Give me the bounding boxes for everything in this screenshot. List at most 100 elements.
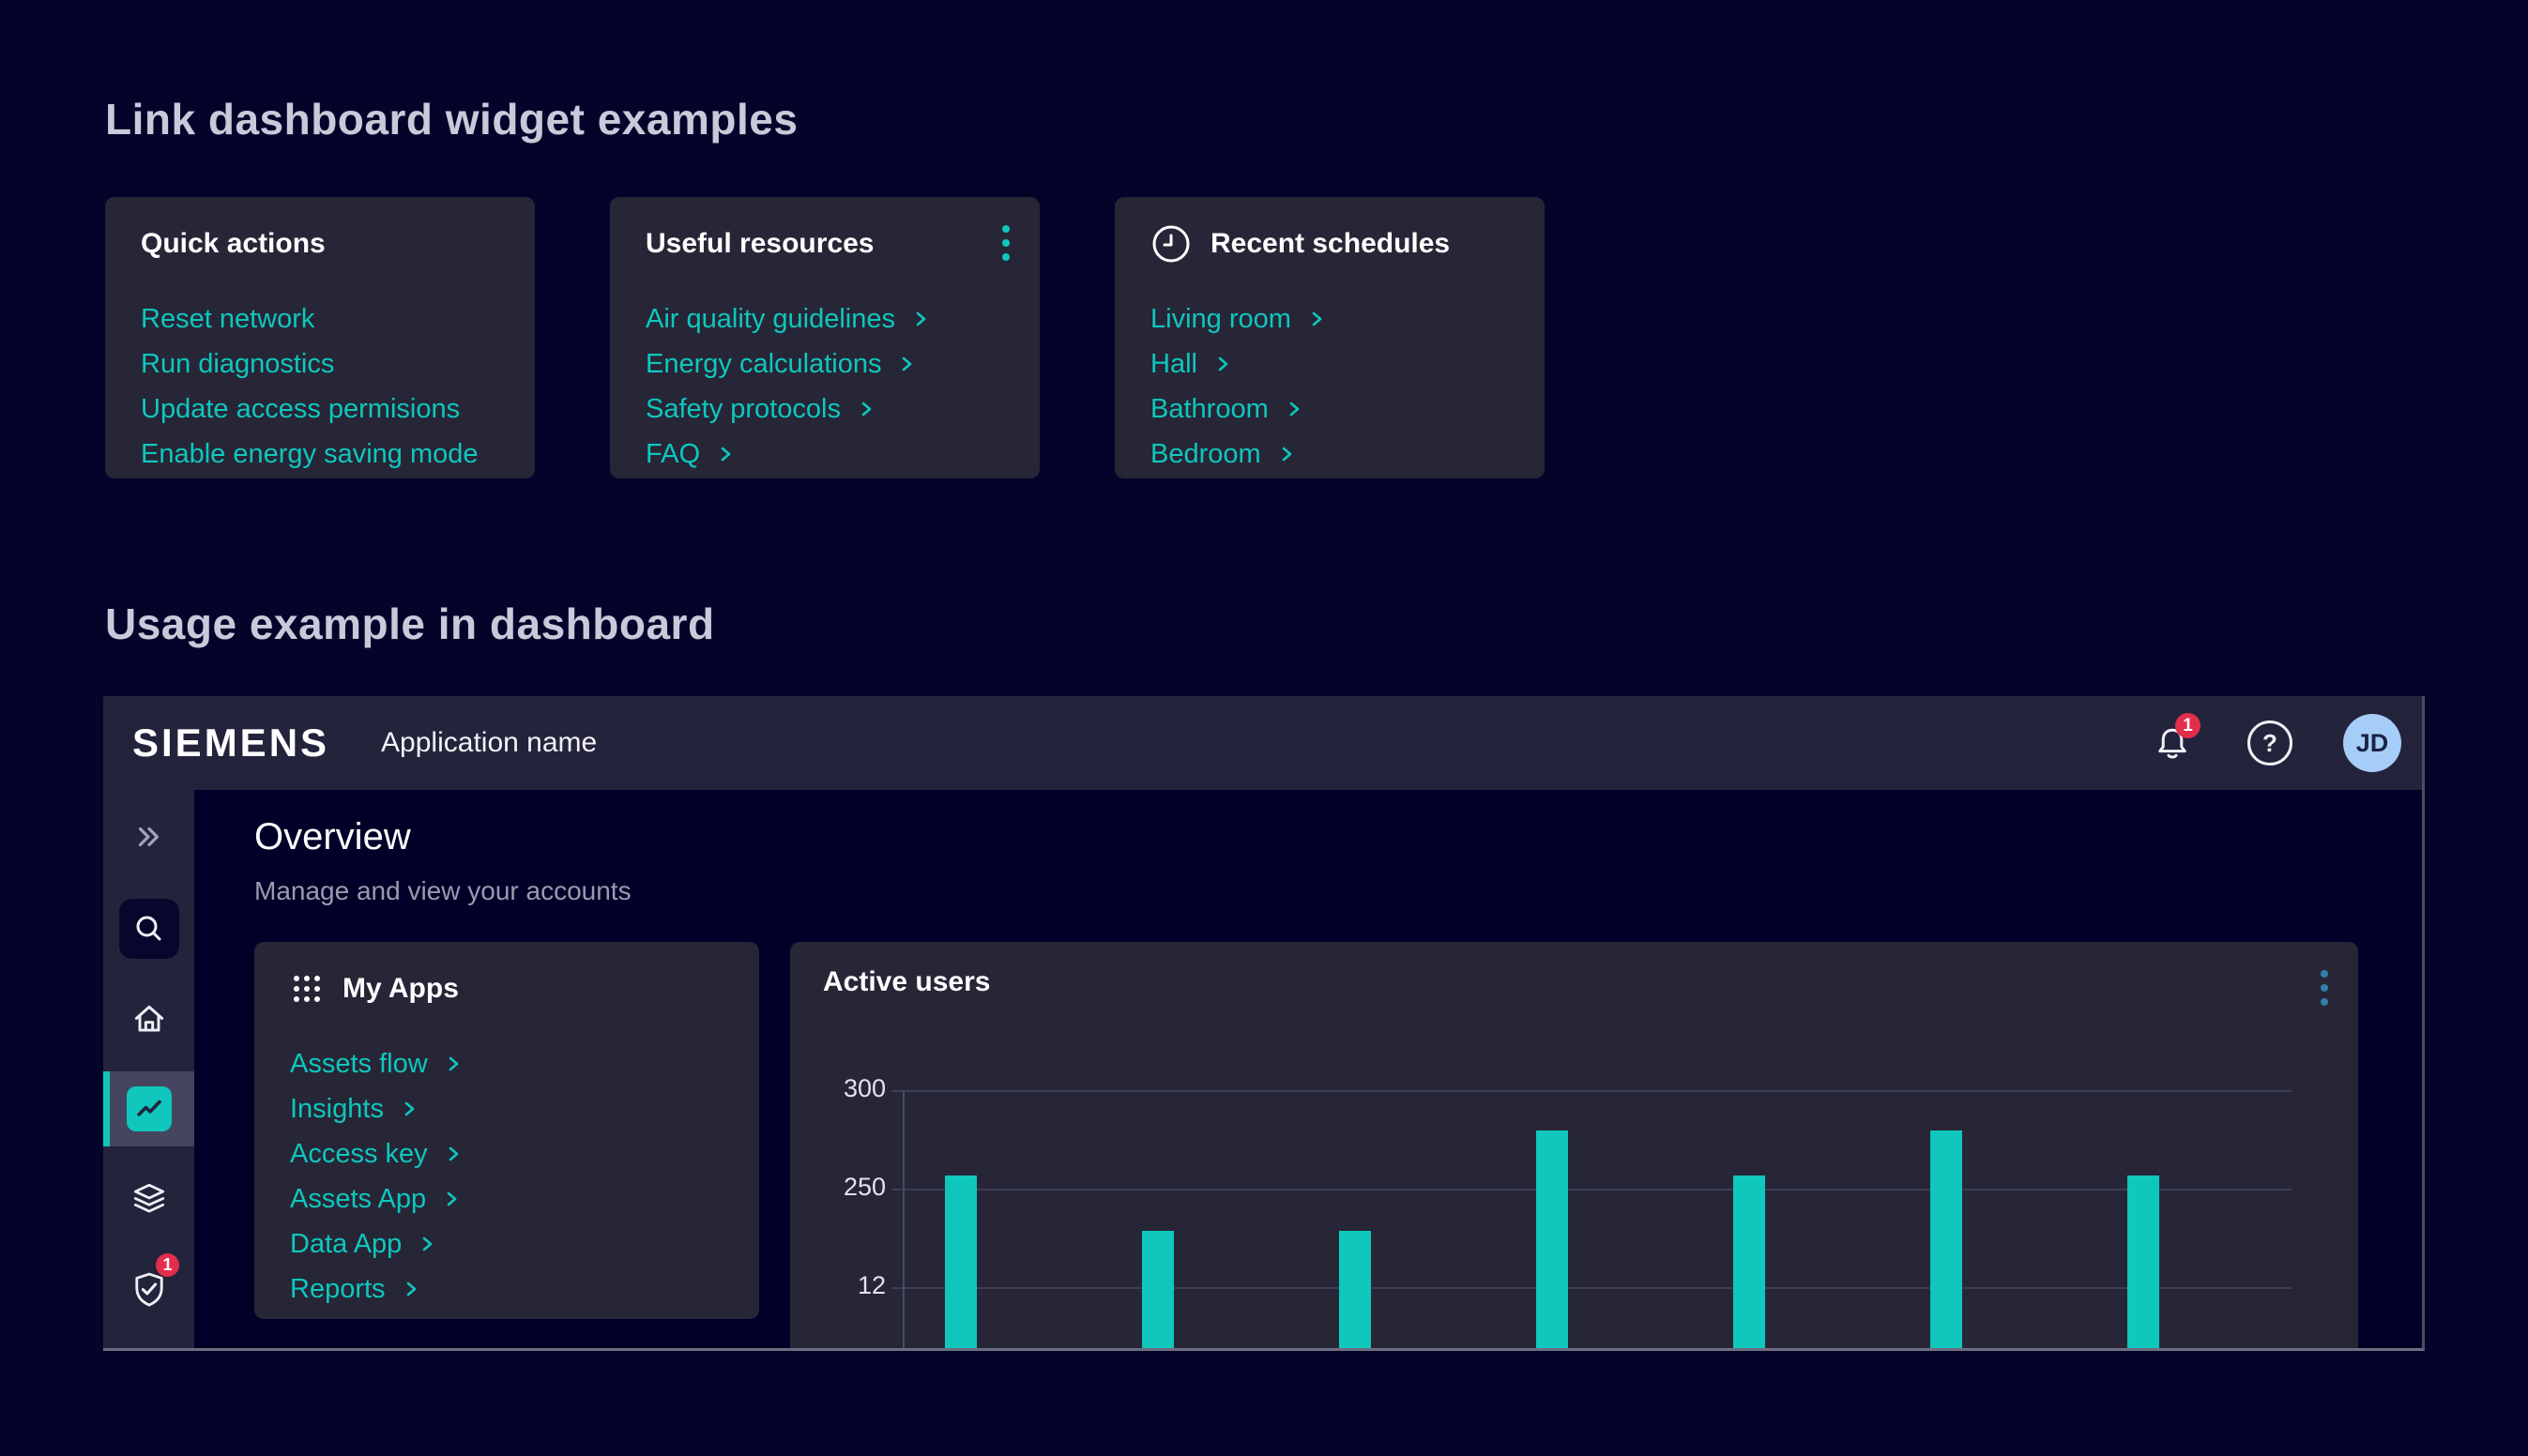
link-item[interactable]: Enable energy saving mode — [141, 432, 499, 477]
link-item[interactable]: Access key — [290, 1131, 723, 1176]
link-label[interactable]: Run diagnostics — [141, 348, 335, 379]
help-icon: ? — [2247, 720, 2292, 766]
link-item[interactable]: Data App — [290, 1221, 723, 1266]
link-label[interactable]: Safety protocols — [646, 393, 841, 424]
active-users-chart: 300 250 12 — [790, 942, 2358, 1348]
useful-resources-card: Useful resources Air quality guidelines … — [610, 197, 1040, 478]
sidebar-collapse-button[interactable] — [103, 790, 194, 884]
home-icon — [134, 1005, 163, 1032]
quick-actions-card: Quick actions Reset network Run diagnost… — [105, 197, 535, 478]
help-button[interactable]: ? — [2246, 719, 2294, 767]
chevron-right-icon — [1282, 447, 1291, 462]
link-item[interactable]: Bedroom — [1150, 432, 1509, 477]
sidebar-item-analytics-active[interactable] — [103, 1071, 194, 1146]
link-label[interactable]: Assets App — [290, 1183, 427, 1214]
link-label[interactable]: FAQ — [646, 438, 701, 469]
my-apps-title: My Apps — [343, 973, 459, 1004]
chevron-right-icon — [449, 1146, 458, 1161]
link-item[interactable]: Bathroom — [1150, 387, 1509, 432]
link-item[interactable]: Reports — [290, 1266, 723, 1312]
dashboard-content: Overview Manage and view your accounts M… — [194, 790, 2422, 1348]
application-name: Application name — [381, 727, 598, 758]
link-item[interactable]: Safety protocols — [646, 387, 1004, 432]
link-label[interactable]: Reports — [290, 1273, 386, 1304]
active-indicator — [103, 1071, 110, 1146]
usage-section-heading: Usage example in dashboard — [105, 599, 715, 648]
link-label[interactable]: Assets flow — [290, 1048, 428, 1079]
link-label[interactable]: Access key — [290, 1138, 428, 1169]
link-label[interactable]: Bathroom — [1150, 393, 1269, 424]
app-grid-icon — [294, 976, 320, 1002]
bar — [1339, 1231, 1371, 1348]
link-item[interactable]: Hall — [1150, 341, 1509, 387]
quick-actions-title: Quick actions — [141, 228, 326, 259]
link-label[interactable]: Hall — [1150, 348, 1197, 379]
recent-schedules-title: Recent schedules — [1211, 228, 1451, 259]
chevron-right-icon — [1218, 356, 1228, 372]
overview-title: Overview — [254, 816, 411, 857]
sidebar-item-layers[interactable] — [103, 1154, 194, 1244]
link-label[interactable]: Enable energy saving mode — [141, 438, 479, 469]
chevron-right-icon — [447, 1191, 457, 1206]
link-item[interactable]: Assets App — [290, 1176, 723, 1221]
gridline — [891, 1189, 2292, 1191]
y-tick-label: 250 — [843, 1173, 886, 1201]
link-item[interactable]: Energy calculations — [646, 341, 1004, 387]
link-label[interactable]: Energy calculations — [646, 348, 882, 379]
kebab-menu-icon[interactable] — [998, 221, 1013, 265]
chevron-right-icon — [861, 402, 872, 417]
link-label[interactable]: Insights — [290, 1093, 384, 1124]
link-item[interactable]: Air quality guidelines — [646, 296, 1004, 341]
link-label[interactable]: Bedroom — [1150, 438, 1261, 469]
gridline — [891, 1287, 2292, 1289]
kebab-menu-icon[interactable] — [2317, 966, 2332, 1009]
link-item[interactable]: Living room — [1150, 296, 1509, 341]
gridline — [891, 1090, 2292, 1092]
chevron-right-icon — [423, 1236, 433, 1251]
y-tick-label: 12 — [857, 1271, 886, 1299]
link-item[interactable]: Assets flow — [290, 1041, 723, 1086]
chevron-right-icon — [404, 1101, 415, 1116]
link-label[interactable]: Reset network — [141, 303, 315, 334]
notifications-button[interactable]: 1 — [2148, 713, 2201, 767]
active-users-card: Active users 300 250 12 — [790, 942, 2358, 1348]
dashboard-example-frame: SIEMENS Application name 1 ? JD — [103, 696, 2425, 1351]
link-label[interactable]: Living room — [1150, 303, 1291, 334]
sidebar-item-security[interactable]: 1 — [103, 1244, 194, 1334]
chevron-right-icon — [1289, 402, 1300, 417]
sidebar-item-home[interactable] — [103, 974, 194, 1064]
my-apps-card: My Apps Assets flow Insights Access key … — [254, 942, 759, 1319]
link-label[interactable]: Update access permisions — [141, 393, 461, 424]
bar — [2127, 1175, 2159, 1348]
siemens-logo: SIEMENS — [132, 720, 330, 765]
bar — [1733, 1175, 1765, 1348]
widget-examples-row: Quick actions Reset network Run diagnost… — [105, 197, 1545, 478]
layers-icon — [133, 1183, 164, 1213]
sidebar-nav: 1 — [103, 790, 194, 1348]
notification-badge: 1 — [2175, 713, 2201, 738]
bar — [1142, 1231, 1174, 1348]
double-chevron-right-icon — [138, 827, 159, 847]
search-icon — [136, 916, 160, 941]
user-avatar[interactable]: JD — [2343, 714, 2401, 772]
search-box[interactable] — [118, 899, 179, 959]
chevron-right-icon — [449, 1056, 458, 1071]
useful-resources-title: Useful resources — [646, 228, 875, 259]
link-label[interactable]: Data App — [290, 1228, 403, 1259]
link-item[interactable]: Update access permisions — [141, 387, 499, 432]
app-header-bar: SIEMENS Application name 1 ? JD — [103, 696, 2422, 790]
bar — [945, 1175, 977, 1348]
clock-icon — [1152, 225, 1190, 263]
link-item[interactable]: Insights — [290, 1086, 723, 1131]
chevron-right-icon — [406, 1282, 416, 1297]
link-item[interactable]: Run diagnostics — [141, 341, 499, 387]
link-item[interactable]: Reset network — [141, 296, 499, 341]
chevron-right-icon — [916, 311, 926, 326]
widgets-section-heading: Link dashboard widget examples — [105, 95, 799, 144]
recent-schedules-card: Recent schedules Living room Hall Bathro… — [1115, 197, 1545, 478]
sidebar-item-search[interactable] — [103, 884, 194, 974]
line-chart-icon — [126, 1086, 172, 1131]
overview-subtitle: Manage and view your accounts — [254, 876, 632, 905]
link-item[interactable]: FAQ — [646, 432, 1004, 477]
link-label[interactable]: Air quality guidelines — [646, 303, 895, 334]
